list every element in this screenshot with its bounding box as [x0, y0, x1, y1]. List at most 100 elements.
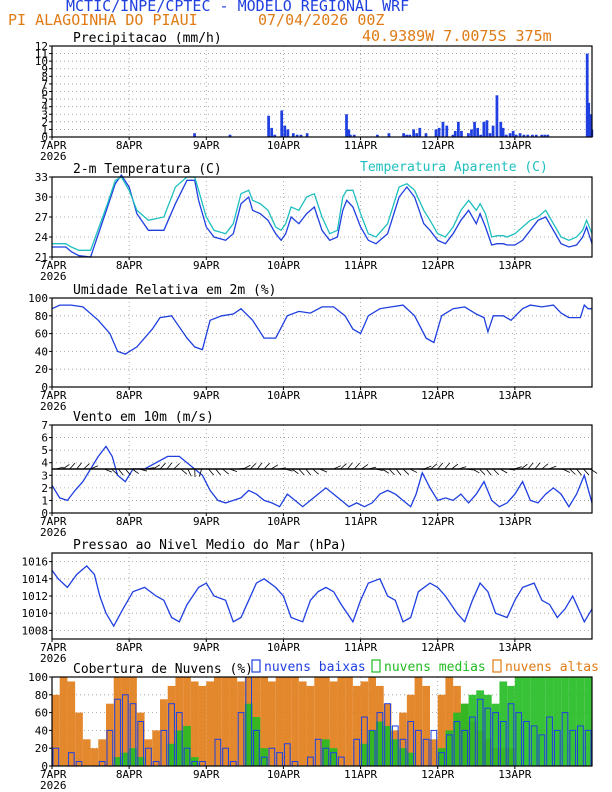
precip-bar [522, 134, 526, 137]
y-tick-label: 4 [41, 101, 48, 114]
wind-vector [249, 463, 257, 470]
wind-vector [104, 468, 112, 473]
x-tick-label: 13APR [498, 768, 531, 781]
cloud-high-bar [229, 677, 238, 766]
precip-bar [349, 134, 352, 137]
legend-entry: nuvens baixas [264, 660, 366, 675]
y-tick-label: 9 [41, 63, 48, 76]
cloud-medium-bar [244, 703, 253, 766]
y-tick-label: 0 [41, 381, 48, 394]
precip-bar [514, 134, 518, 137]
precip-bar [305, 133, 309, 137]
cloud-high-bar [368, 677, 376, 766]
precip-bar [405, 134, 409, 137]
precip-bar [470, 129, 473, 137]
cloud-medium-bar [136, 757, 145, 766]
precip-bar [491, 125, 495, 137]
cloud-medium-bar [561, 677, 569, 766]
y-tick-label: 2 [41, 482, 48, 495]
cloud-high-bar [160, 699, 168, 766]
y-tick-label: 20 [35, 363, 48, 376]
panel-title: Cobertura de Nuvens (%) [73, 662, 253, 677]
cloud-medium-bar [329, 748, 338, 766]
cloud-high-bar [175, 677, 184, 766]
y-tick-label: 6 [41, 86, 48, 99]
wind-vector [118, 468, 124, 476]
wind-vector [430, 463, 438, 470]
precip-bar [437, 127, 441, 137]
panel-title: Pressao ao Nivel Medio do Mar (hPa) [73, 538, 347, 553]
wind-vector [159, 462, 166, 470]
precip-bar [501, 127, 505, 137]
cloud-medium-bar [406, 752, 415, 766]
x-tick-label: 7APR [40, 768, 67, 781]
precip-bar [526, 134, 530, 137]
cloud-medium-bar [121, 752, 130, 766]
wind-vector [312, 468, 319, 475]
precip-bar [508, 133, 512, 137]
cloud-medium-bar [167, 743, 176, 766]
cloud-medium-bar [460, 703, 469, 766]
cloud-medium-bar [514, 677, 523, 766]
cloud-high-bar [237, 681, 245, 766]
cloud-high-bar [414, 677, 423, 766]
cloud-medium-bar [437, 748, 446, 766]
x-tick-label: 10APR [267, 259, 300, 272]
y-tick-label: 6 [41, 432, 48, 445]
precip-bar [445, 125, 449, 137]
y-tick-label: 80 [35, 689, 48, 702]
wind-vector [347, 462, 353, 470]
cloud-high-bar [136, 712, 145, 766]
precip-bar [347, 129, 351, 137]
y-tick-label: 21 [35, 251, 48, 264]
panel-title: Vento em 10m (m/s) [73, 410, 214, 425]
cloud-high-bar [337, 677, 346, 766]
x-year-label: 2026 [40, 150, 67, 163]
x-year-label: 2026 [40, 652, 67, 665]
cloud-high-bar [59, 677, 68, 766]
precip-bar [453, 130, 457, 137]
precip-bar [540, 134, 544, 137]
cloud-high-bar [75, 712, 83, 766]
wind-vector [166, 462, 173, 470]
wind-vector [465, 468, 474, 471]
wind-vector [263, 462, 270, 470]
wind-vector [423, 465, 432, 470]
y-tick-label: 100 [28, 292, 48, 305]
cloud-high-bar [422, 685, 430, 766]
x-tick-label: 11APR [344, 515, 377, 528]
cloud-medium-bar [568, 677, 577, 766]
cloud-medium-bar [113, 757, 122, 766]
x-tick-label: 13APR [498, 139, 531, 152]
x-tick-label: 11APR [344, 389, 377, 402]
wind-vector [513, 466, 522, 470]
x-tick-label: 7APR [40, 389, 67, 402]
x-tick-label: 7APR [40, 139, 67, 152]
wind-vector [368, 466, 377, 470]
precip-bar [415, 133, 419, 137]
wind-vector [277, 467, 286, 470]
cloud-high-bar [275, 677, 284, 766]
wind-vector [69, 462, 76, 470]
wind-vector [270, 464, 279, 470]
y-tick-label: 0 [41, 131, 48, 144]
y-tick-label: 1012 [22, 590, 49, 603]
precip-bar [434, 129, 438, 137]
wind-vector [486, 468, 492, 476]
wind-vector [139, 468, 148, 472]
precip-bar [482, 121, 486, 137]
x-tick-label: 12APR [421, 768, 454, 781]
x-tick-label: 11APR [344, 641, 377, 654]
header-location: PI ALAGOINHA DO PIAUI [8, 11, 198, 29]
precip-bar [531, 134, 534, 137]
x-tick-label: 8APR [116, 768, 143, 781]
y-tick-label: 60 [35, 707, 48, 720]
precip-bar [376, 134, 379, 137]
precip-bar [451, 134, 455, 137]
cloud-high-bar [298, 681, 307, 766]
precip-bar [588, 114, 592, 137]
cloud-high-bar [113, 677, 122, 766]
cloud-high-bar [345, 677, 353, 766]
panel-frame [51, 176, 593, 258]
cloud-medium-bar [584, 677, 592, 766]
